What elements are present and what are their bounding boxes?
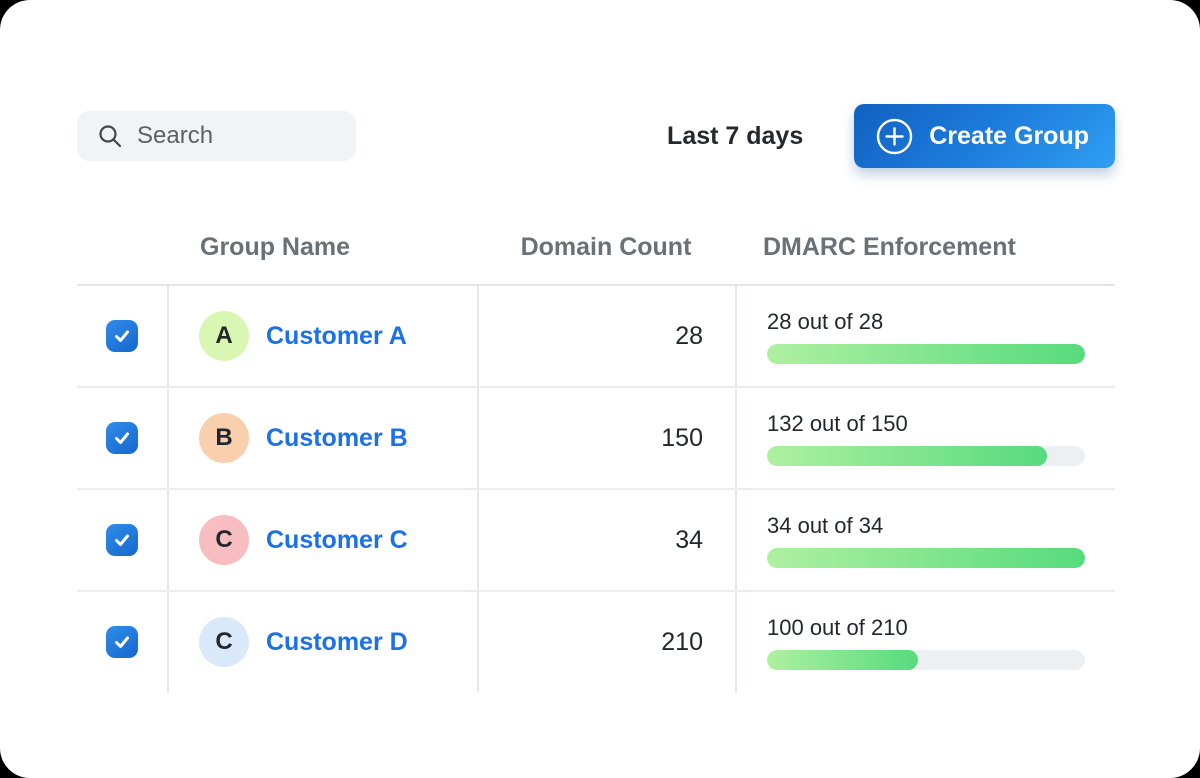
group-name-link[interactable]: Customer A [266, 321, 407, 350]
table-row: C Customer D 210 100 out of 210 [77, 592, 1115, 692]
row-select-cell [77, 592, 167, 692]
plus-circle-icon [877, 118, 913, 154]
toolbar: Last 7 days Create Group [77, 104, 1115, 168]
dmarc-label: 28 out of 28 [767, 308, 884, 334]
checkmark-icon [115, 636, 129, 648]
checkmark-icon [115, 432, 129, 444]
group-name-link[interactable]: Customer D [266, 627, 408, 656]
row-checkbox[interactable] [106, 524, 138, 556]
table-row: B Customer B 150 132 out of 150 [77, 388, 1115, 490]
avatar: C [199, 515, 249, 565]
search-icon [99, 125, 122, 148]
search-box[interactable] [77, 111, 356, 161]
group-name-link[interactable]: Customer B [266, 423, 408, 452]
table-row: C Customer C 34 34 out of 34 [77, 490, 1115, 592]
avatar-letter: C [215, 628, 233, 655]
dmarc-progress-fill [767, 445, 1047, 466]
domain-count-value: 28 [675, 321, 703, 350]
search-input[interactable] [137, 122, 340, 150]
row-checkbox[interactable] [106, 626, 138, 658]
group-name-cell: A Customer A [167, 286, 477, 386]
avatar: B [199, 413, 249, 463]
table-row: A Customer A 28 28 out of 28 [77, 286, 1115, 388]
row-checkbox[interactable] [106, 422, 138, 454]
dmarc-progress-track [767, 547, 1085, 568]
table-header: Group Name Domain Count DMARC Enforcemen… [77, 210, 1115, 286]
domain-count-cell: 150 [477, 388, 735, 488]
row-select-cell [77, 286, 167, 386]
avatar-letter: B [215, 424, 233, 451]
row-select-cell [77, 388, 167, 488]
group-name-cell: C Customer D [167, 592, 477, 692]
domain-count-cell: 210 [477, 592, 735, 692]
dmarc-progress-fill [767, 547, 1085, 568]
dmarc-label: 34 out of 34 [767, 512, 884, 538]
domain-count-cell: 28 [477, 286, 735, 386]
create-group-button[interactable]: Create Group [854, 104, 1115, 168]
dmarc-label: 100 out of 210 [767, 614, 908, 640]
domain-count-cell: 34 [477, 490, 735, 590]
group-name-cell: B Customer B [167, 388, 477, 488]
row-checkbox[interactable] [106, 320, 138, 352]
dmarc-cell: 132 out of 150 [735, 388, 1115, 488]
dmarc-progress-track [767, 343, 1085, 364]
create-group-label: Create Group [929, 121, 1089, 150]
groups-table: Group Name Domain Count DMARC Enforcemen… [77, 210, 1115, 692]
domain-count-value: 210 [661, 627, 703, 656]
header-group-name: Group Name [200, 232, 351, 261]
avatar-letter: C [215, 526, 233, 553]
avatar: C [199, 617, 249, 667]
checkmark-icon [115, 534, 129, 546]
domain-count-value: 150 [661, 423, 703, 452]
row-select-cell [77, 490, 167, 590]
avatar-letter: A [215, 322, 233, 349]
header-domain-count: Domain Count [520, 232, 692, 261]
group-name-cell: C Customer C [167, 490, 477, 590]
dmarc-progress-fill [767, 649, 919, 670]
group-name-link[interactable]: Customer C [266, 525, 408, 554]
header-dmarc-enforcement: DMARC Enforcement [763, 232, 1016, 261]
domain-count-value: 34 [675, 525, 703, 554]
date-range-filter[interactable]: Last 7 days [667, 121, 804, 150]
dmarc-progress-track [767, 445, 1085, 466]
table-body: A Customer A 28 28 out of 28 B Customer … [77, 286, 1115, 692]
dmarc-cell: 34 out of 34 [735, 490, 1115, 590]
avatar: A [199, 311, 249, 361]
checkmark-icon [115, 330, 129, 342]
dmarc-progress-track [767, 649, 1085, 670]
dmarc-cell: 28 out of 28 [735, 286, 1115, 386]
dmarc-cell: 100 out of 210 [735, 592, 1115, 692]
dmarc-progress-fill [767, 343, 1085, 364]
dmarc-label: 132 out of 150 [767, 410, 908, 436]
